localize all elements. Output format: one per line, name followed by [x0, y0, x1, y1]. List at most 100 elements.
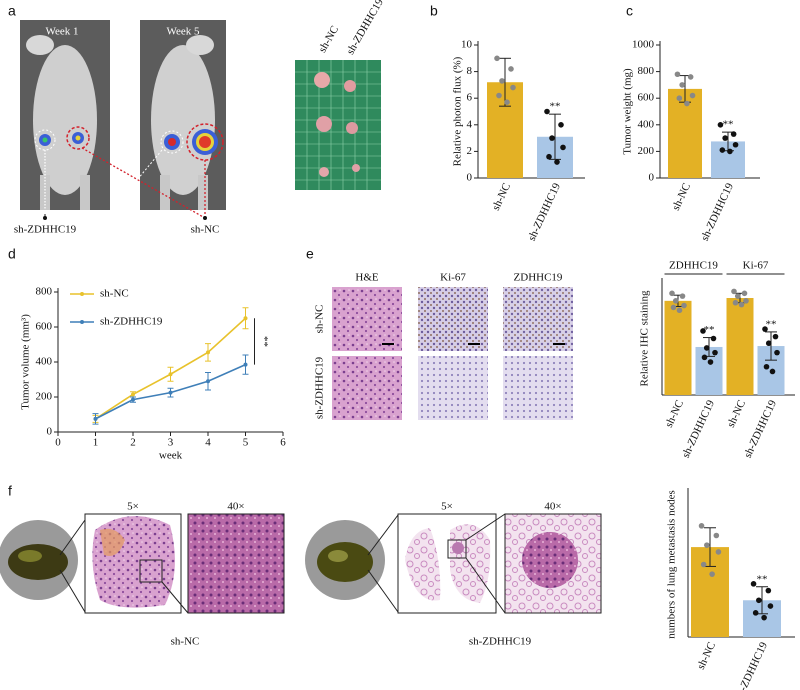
x-tick-label: 0: [55, 437, 61, 449]
marker: [131, 397, 135, 402]
data-point: [730, 131, 737, 137]
data-point: [496, 92, 502, 99]
magnification-label: 5×: [441, 501, 453, 513]
data-point: [769, 368, 776, 375]
data-point: [710, 335, 717, 342]
plate-label: sh-ZDHHC19: [344, 0, 386, 57]
data-point: [741, 290, 748, 297]
data-point: [549, 135, 555, 141]
data-point: [767, 603, 774, 609]
significance: **: [757, 573, 768, 585]
data-point: [761, 614, 767, 621]
x-tick-label: 5: [243, 437, 249, 449]
row-label: sh-ZDHHC19: [314, 356, 326, 419]
magnification-label: 40×: [227, 501, 244, 513]
group-label: ZDHHC19: [669, 260, 718, 272]
connector-lines: [43, 147, 207, 220]
x-tick-label: sh-NC: [695, 640, 718, 671]
data-point: [756, 597, 762, 604]
data-point: [560, 144, 566, 151]
bar: [664, 300, 692, 395]
data-point: [510, 84, 516, 91]
y-tick-label: 1000: [632, 39, 655, 51]
legend-marker: [80, 292, 84, 296]
plate-label: sh-NC: [316, 24, 341, 55]
magnification-label: 40×: [544, 501, 561, 513]
data-point: [707, 359, 714, 365]
bar: [726, 298, 754, 395]
data-point: [709, 571, 715, 577]
marker: [93, 416, 98, 421]
data-point: [752, 610, 759, 616]
data-point: [734, 293, 741, 299]
data-point: [731, 288, 737, 295]
data-point: [499, 78, 505, 84]
x-tick-label: 4: [205, 437, 211, 449]
x-tick-label: sh-ZDHHC19: [733, 640, 770, 690]
y-axis-label: Tumor volume (mm³): [20, 314, 32, 410]
y-tick-label: 600: [638, 92, 655, 104]
x-tick-label: sh-NC: [670, 181, 693, 212]
y-tick-label: 0: [467, 172, 473, 184]
y-tick-label: 2: [467, 145, 473, 157]
y-axis-label: Relative IHC staining: [639, 290, 651, 386]
y-axis-label: numbers of lung metastasis nodes: [666, 490, 678, 638]
data-point: [722, 135, 728, 141]
data-point: [679, 293, 686, 299]
data-point: [765, 587, 772, 594]
data-point: [558, 122, 564, 128]
y-tick-label: 10: [461, 39, 473, 51]
x-tick-label: 3: [168, 437, 174, 449]
data-point: [504, 99, 510, 105]
data-point: [717, 122, 724, 128]
x-tick-label: sh-NC: [725, 398, 748, 429]
data-point: [743, 298, 749, 304]
data-point: [672, 298, 679, 304]
x-tick-label: 2: [130, 437, 136, 449]
x-axis-label: week: [159, 450, 183, 462]
group-label: Ki-67: [743, 260, 769, 272]
data-point: [732, 299, 739, 306]
data-point: [698, 523, 705, 529]
data-point: [674, 71, 681, 78]
y-tick-label: 400: [36, 356, 53, 368]
panel-label: d: [8, 246, 16, 262]
x-tick-label: 1: [93, 437, 99, 449]
panel-label: e: [306, 246, 314, 262]
data-point: [546, 153, 552, 160]
y-tick-label: 200: [36, 391, 53, 403]
y-tick-label: 800: [36, 286, 53, 298]
column-label: Ki-67: [440, 272, 466, 284]
y-tick-label: 6: [467, 92, 473, 104]
data-point: [684, 100, 690, 107]
x-tick-label: sh-NC: [490, 181, 513, 212]
week-label: Week 1: [45, 26, 78, 38]
y-tick-label: 600: [36, 321, 53, 333]
data-point: [681, 302, 687, 309]
data-point: [700, 328, 706, 334]
panel-label: b: [430, 3, 438, 19]
data-point: [762, 326, 768, 332]
y-axis-label: Tumor weight (mg): [622, 68, 634, 155]
data-point: [712, 349, 718, 356]
lung-images: [0, 513, 602, 614]
x-tick-label: sh-ZDHHC19: [680, 398, 717, 460]
data-point: [700, 561, 707, 568]
y-tick-label: 0: [649, 172, 655, 184]
tumor-plate: [295, 60, 381, 190]
legend-label: sh-NC: [100, 288, 129, 300]
x-tick-label: sh-ZDHHC19: [742, 398, 779, 460]
data-point: [738, 301, 745, 308]
group-label: sh-ZDHHC19: [469, 636, 532, 648]
x-tick-label: sh-NC: [663, 398, 686, 429]
panel-label: f: [8, 483, 12, 499]
y-tick-label: 4: [467, 118, 473, 130]
significance: **: [258, 336, 270, 347]
significance: **: [766, 318, 777, 330]
data-point: [494, 55, 500, 62]
marker: [131, 392, 135, 397]
significance: **: [723, 119, 734, 131]
panel-label: a: [8, 3, 16, 19]
y-tick-label: 0: [47, 426, 53, 438]
